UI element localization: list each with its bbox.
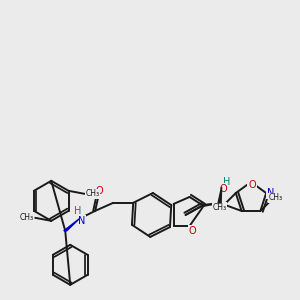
Text: N: N — [266, 188, 274, 198]
Text: H: H — [223, 177, 230, 187]
Text: O: O — [248, 180, 256, 190]
Polygon shape — [218, 187, 222, 203]
Polygon shape — [64, 219, 79, 231]
Text: CH₃: CH₃ — [85, 189, 100, 198]
Text: O: O — [220, 184, 227, 194]
Text: O: O — [95, 186, 103, 196]
Text: N: N — [77, 216, 85, 226]
Text: CH₃: CH₃ — [268, 194, 283, 202]
Text: H: H — [74, 206, 81, 216]
Text: O: O — [189, 226, 196, 236]
Text: CH₃: CH₃ — [213, 202, 227, 211]
Text: CH₃: CH₃ — [19, 213, 33, 222]
